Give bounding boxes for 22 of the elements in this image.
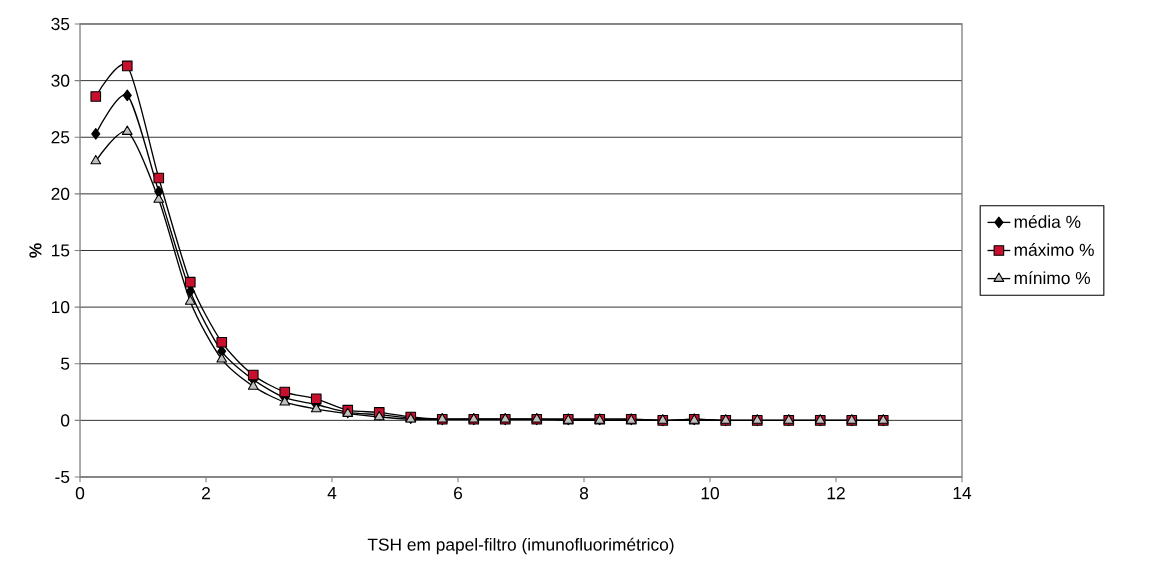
y-tick-label: 35	[51, 17, 70, 31]
x-tick-label: 8	[579, 487, 589, 500]
y-tick-label: -5	[55, 470, 70, 484]
y-tick-label: 15	[52, 244, 70, 257]
x-tick-label: 10	[701, 487, 719, 500]
x-tick-label: 12	[827, 487, 845, 500]
y-tick-label: 30	[51, 74, 70, 87]
y-tick-label: 20	[51, 187, 70, 200]
y-tick-label: 25	[51, 131, 70, 144]
legend-label: mínimo %	[1014, 271, 1091, 285]
y-axis-title: %	[29, 243, 42, 258]
x-axis-title: TSH em papel-filtro (imunofluorimétrico)	[367, 537, 674, 555]
x-tick-label: 14	[953, 487, 972, 499]
x-tick-label: 2	[202, 487, 210, 500]
y-tick-label: 5	[61, 357, 70, 370]
x-tick-label: 0	[75, 487, 85, 500]
y-tick-label: 10	[52, 300, 70, 314]
legend-label: média %	[1014, 215, 1081, 228]
y-tick-label: 0	[61, 414, 70, 427]
x-tick-label: 4	[327, 487, 337, 499]
legend-label: máximo %	[1014, 243, 1094, 257]
x-tick-label: 6	[454, 487, 463, 500]
